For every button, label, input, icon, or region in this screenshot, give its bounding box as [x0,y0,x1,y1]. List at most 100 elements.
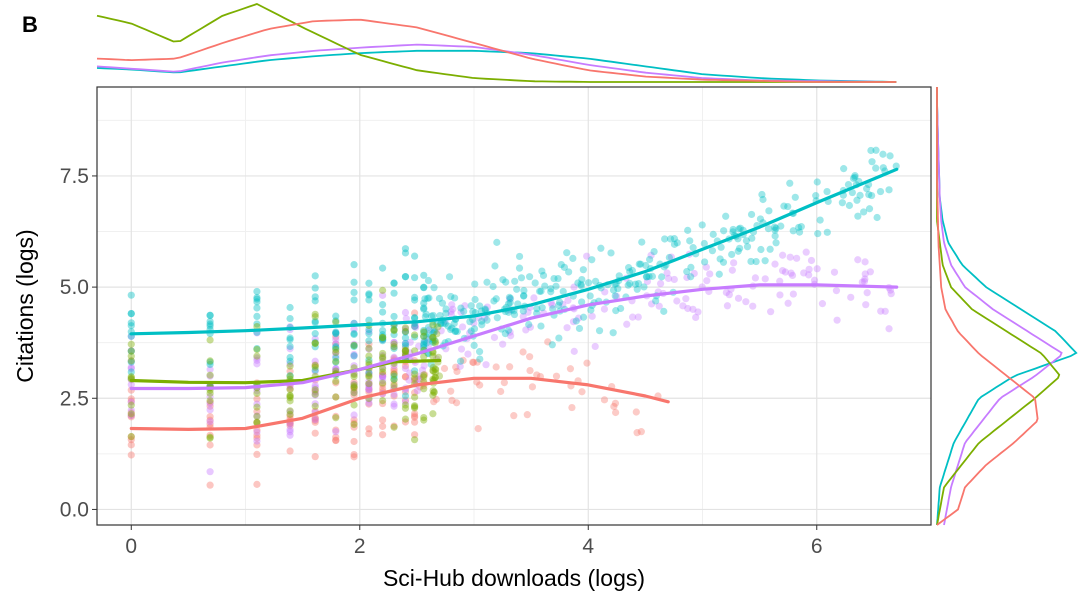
data-point [795,223,803,232]
data-point [461,302,469,310]
data-point [701,258,709,266]
data-point [411,367,419,375]
data-point [872,164,880,172]
data-point [854,212,862,220]
data-point [759,195,767,204]
data-point [424,335,433,343]
data-point [478,321,486,329]
data-point [735,244,744,252]
data-point [547,285,555,293]
data-point [411,309,419,317]
data-point [464,350,472,358]
data-point [127,358,135,366]
data-point [390,365,398,373]
data-point [423,339,431,347]
data-point [476,355,484,363]
data-point [411,313,419,322]
data-point [734,294,743,302]
data-point [526,353,534,361]
data-point [816,216,824,224]
data-point [873,213,881,222]
data-point [332,414,340,422]
data-point [311,416,319,425]
data-point [569,318,578,326]
data-point [390,343,398,351]
data-point [405,376,413,384]
data-point [401,245,410,253]
data-point [253,450,261,458]
data-point [429,391,437,399]
data-point [437,319,445,328]
data-point [735,225,743,233]
data-point [411,402,419,410]
data-point [379,286,387,294]
data-point [628,313,637,321]
data-point [771,260,779,268]
data-point [390,279,398,287]
data-point [633,429,641,437]
data-point [401,273,410,281]
data-point [420,416,428,424]
data-point [784,299,792,307]
data-point [429,387,437,395]
data-point [519,307,527,315]
data-point [332,364,340,373]
data-point [439,319,448,327]
data-point [445,273,454,281]
data-point [511,277,519,285]
data-point [578,298,586,306]
data-point [206,396,214,405]
data-point [379,264,387,272]
data-point [838,199,846,207]
data-point [764,224,773,233]
data-point [420,373,428,381]
data-point [430,326,438,334]
data-point [406,369,414,377]
right-density-panel [936,87,1078,526]
data-point [637,428,645,436]
data-point [420,371,429,379]
data-point [587,306,595,314]
data-point [441,320,449,328]
data-point [611,399,620,407]
data-point [429,329,437,337]
data-point [379,371,387,379]
data-point [722,212,730,220]
data-point [286,426,294,434]
data-point [332,433,340,441]
data-point [526,273,534,281]
data-point [879,164,887,172]
data-point [311,391,319,399]
data-point [818,300,827,308]
data-point [528,383,537,391]
data-point [493,238,501,246]
data-point [350,384,358,392]
data-point [415,372,423,380]
data-point [706,270,714,278]
data-point [350,325,358,333]
data-point [332,318,340,326]
x-tick-label: 4 [582,535,594,558]
data-point [401,328,410,336]
data-point [411,403,419,411]
data-point [673,239,681,247]
data-point [379,373,387,381]
data-point [286,360,294,368]
data-point [690,269,698,278]
data-point [490,297,498,305]
data-point [286,428,294,436]
data-point [311,386,319,394]
data-point [588,256,596,264]
data-point [565,268,573,276]
data-point [729,225,737,234]
data-point [670,275,678,284]
data-point [286,384,294,393]
data-point [286,372,294,380]
data-point [770,223,779,231]
data-point [425,326,433,334]
data-point [807,256,816,265]
data-point [617,304,625,313]
data-point [206,322,214,330]
data-point [311,330,319,338]
data-point [365,377,373,385]
